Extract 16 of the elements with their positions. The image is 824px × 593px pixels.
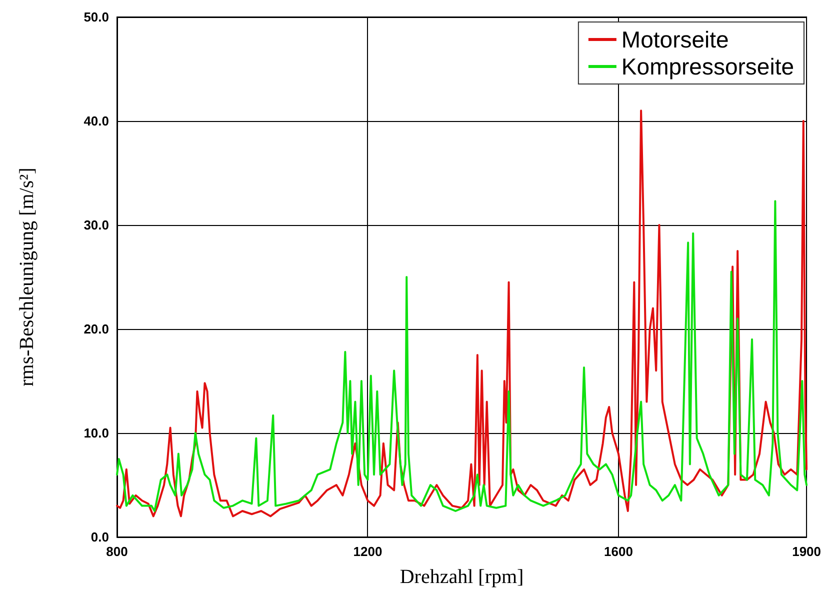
x-tick-label: 1200 xyxy=(353,544,382,559)
y-tick-label: 30.0 xyxy=(84,218,109,232)
legend-label: Kompressorseite xyxy=(621,54,794,80)
y-tick-label: 40.0 xyxy=(84,114,109,128)
x-tick-label: 1600 xyxy=(604,544,633,559)
y-tick-label: 10.0 xyxy=(84,426,109,440)
y-tick-label: 0.0 xyxy=(90,530,109,544)
x-axis-title: Drehzahl [rpm] xyxy=(400,566,524,588)
line-series xyxy=(116,200,808,512)
y-tick-label: 50.0 xyxy=(84,10,109,24)
y-tick-label: 20.0 xyxy=(84,322,109,336)
line-series xyxy=(116,110,808,518)
legend-label: Motorseite xyxy=(621,26,729,52)
x-tick-label: 1900 xyxy=(792,544,821,559)
y-axis-title: rms-Beschleunigung [m/s²] xyxy=(16,168,38,386)
x-tick-label: 800 xyxy=(106,544,128,559)
